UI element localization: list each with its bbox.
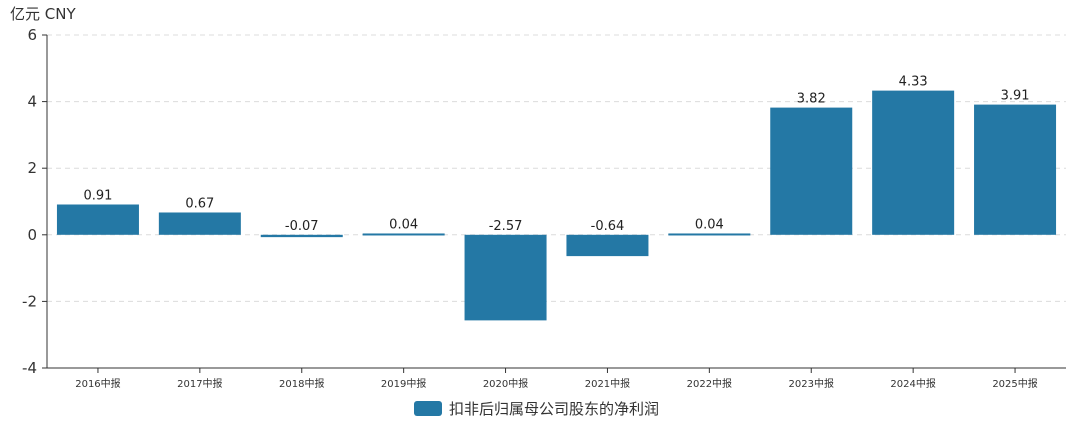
data-label: 0.67 [185,196,214,211]
data-label: 3.91 [1001,89,1030,104]
legend-swatch[interactable] [414,401,442,416]
bars [56,90,1057,321]
legend[interactable]: 扣非后归属母公司股东的净利润 [414,400,659,418]
y-unit-label: 亿元 CNY [10,5,76,23]
bar[interactable] [566,234,649,257]
y-tick-label: -2 [22,292,37,310]
y-tick-label: 2 [27,159,37,177]
x-tick-label: 2022中报 [687,377,732,390]
y-tick-label: -4 [22,359,37,377]
data-label: 3.82 [797,92,826,107]
bar[interactable] [464,234,547,321]
bar[interactable] [260,234,343,238]
data-labels: 0.91 0.67 -0.07 0.04 -2.57 -0.64 0.04 3.82 4.33 3… [83,75,1029,234]
bar[interactable] [872,90,955,235]
y-tick-label: 4 [27,93,37,111]
bar[interactable] [56,204,139,235]
bar[interactable] [668,233,751,236]
data-label: -2.57 [489,219,523,234]
data-label: -0.07 [285,219,319,234]
x-tick-label: 2018中报 [279,377,324,390]
bar[interactable] [158,212,241,235]
bar[interactable] [770,107,853,235]
data-label: 4.33 [899,75,928,90]
x-tick-label: 2023中报 [789,377,834,390]
data-label: -0.64 [591,219,625,234]
x-tick-label: 2025中报 [992,377,1037,390]
x-tick-label: 2019中报 [381,377,426,390]
x-tick-label: 2021中报 [585,377,630,390]
data-label: 0.91 [83,188,112,203]
y-tick-label: 0 [27,226,37,244]
bar[interactable] [362,233,445,236]
data-label: 0.04 [389,217,418,232]
y-tick-label: 6 [27,26,37,44]
x-tick-label: 2024中报 [890,377,935,390]
data-label: 0.04 [695,217,724,232]
bar[interactable] [974,104,1057,235]
x-tick-label: 2016中报 [75,377,120,390]
axes: -4 -2 0 2 4 6 2016中报 2017中报 2018中报 2019中报 2020中报 20… [22,26,1066,390]
x-tick-label: 2020中报 [483,377,528,390]
x-tick-label: 2017中报 [177,377,222,390]
legend-label[interactable]: 扣非后归属母公司股东的净利润 [449,400,659,418]
